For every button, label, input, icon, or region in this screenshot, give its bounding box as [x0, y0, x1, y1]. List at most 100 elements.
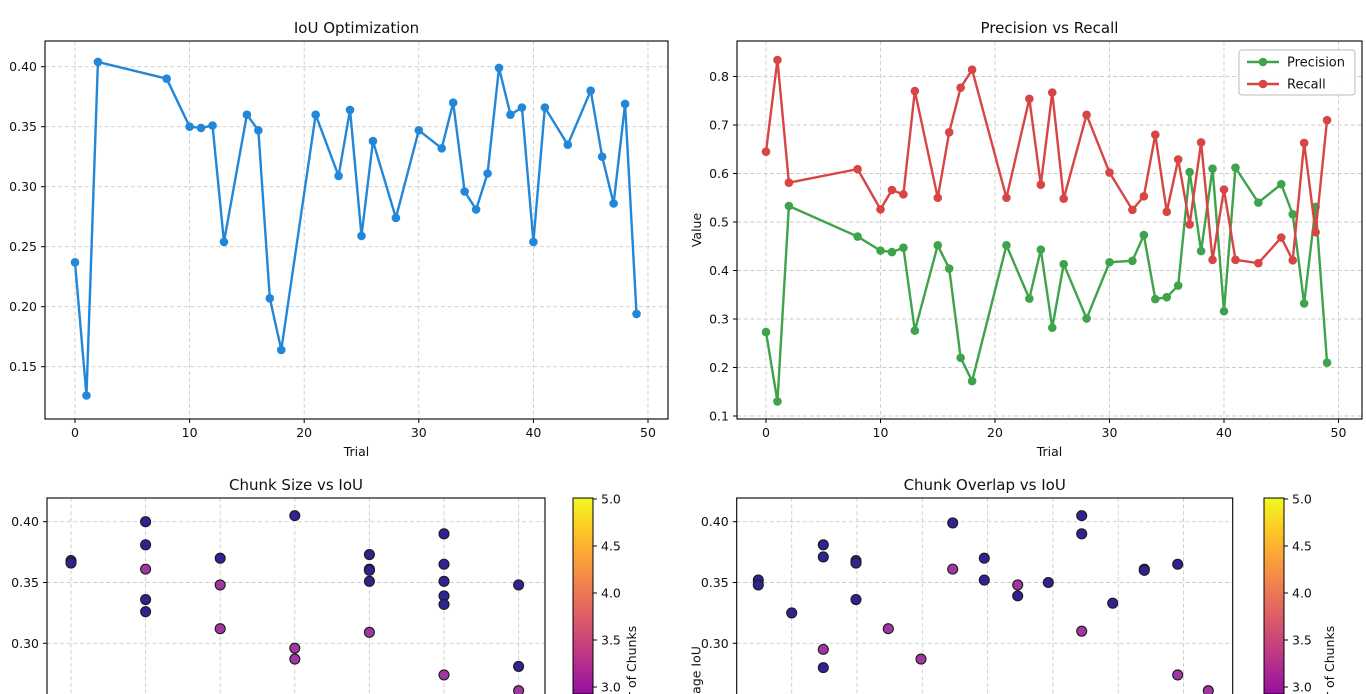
data-point	[82, 391, 91, 400]
data-point	[887, 185, 897, 195]
data-point	[93, 57, 103, 67]
colorbar-gradient	[572, 497, 594, 694]
data-point	[438, 598, 450, 610]
data-point	[956, 353, 965, 363]
data-point	[1047, 88, 1057, 97]
data-point	[817, 643, 829, 655]
data-point	[1172, 669, 1184, 681]
data-point	[368, 136, 378, 146]
data-point	[1196, 138, 1206, 147]
tick-labels: 0 10 20 30 40 50 0.8 0.7 0.6 0.5 0.4 0.3 0.2 0.1	[709, 69, 1346, 440]
x-tick-label: 40	[1216, 425, 1232, 440]
colorbar-label: Number of Chunks	[624, 626, 639, 694]
data-point	[1076, 510, 1088, 522]
data-point	[529, 237, 538, 247]
data-point	[414, 126, 424, 135]
data-point	[196, 123, 206, 133]
x-tick-label: 50	[640, 425, 656, 440]
data-point	[345, 105, 355, 115]
data-point	[786, 607, 798, 619]
data-point	[1151, 130, 1160, 139]
data-point	[910, 86, 920, 96]
data-point	[1139, 191, 1149, 201]
axes-spines	[46, 497, 546, 694]
data-point	[1107, 597, 1119, 609]
data-point	[289, 653, 301, 665]
data-point	[1231, 255, 1240, 265]
axes-spines	[44, 40, 669, 420]
x-tick-label: 10	[182, 425, 198, 440]
y-tick-label: 0.40	[11, 514, 39, 529]
data-point	[933, 193, 943, 203]
data-point	[242, 110, 252, 119]
data-point	[438, 558, 450, 570]
data-point	[1002, 240, 1011, 250]
data-point	[214, 552, 226, 564]
y-tick-label: 0.30	[9, 179, 37, 194]
iou-optimization-plot: 0 10 20 30 40 50 0.40 0.35 0.30 0.25 0.20 0.15 IoU O…	[9, 19, 669, 459]
data-point	[609, 199, 618, 208]
colorbar-tick-label: 4.5	[1292, 539, 1312, 554]
data-point	[1105, 257, 1114, 267]
data-point	[334, 171, 343, 181]
x-tick-label: 20	[987, 425, 1003, 440]
data-point	[784, 201, 794, 211]
y-tick-label: 0.3	[709, 312, 729, 327]
data-point	[887, 247, 897, 257]
data-point	[438, 575, 450, 587]
data-point	[1254, 258, 1263, 268]
data-point	[899, 190, 908, 199]
data-point	[915, 653, 927, 665]
data-point	[1219, 306, 1229, 316]
chunk-size-iou-points	[65, 510, 525, 694]
data-point	[140, 593, 152, 606]
tick-labels: 0 10 20 30 40 50 0.40 0.35 0.30 0.25 0.20 0.15	[9, 59, 656, 440]
data-point	[1025, 94, 1034, 104]
precision-line	[764, 166, 1329, 403]
data-point	[967, 65, 977, 75]
y-tick-label: 0.7	[709, 118, 729, 133]
data-point	[978, 574, 990, 586]
data-point	[1231, 163, 1240, 172]
data-point	[933, 240, 943, 250]
data-point	[1311, 227, 1320, 237]
chunk-overlap-iou-points	[752, 510, 1214, 694]
legend: Precision Recall	[1238, 49, 1356, 96]
y-tick-label: 0.5	[709, 215, 729, 230]
data-point	[1322, 358, 1332, 367]
iou-line	[73, 60, 638, 397]
recall-markers	[761, 55, 1332, 268]
data-point	[1299, 299, 1309, 308]
grid	[736, 498, 1233, 694]
data-point	[761, 147, 771, 156]
data-point	[1059, 194, 1068, 204]
colorbar-tick-label: 3.5	[1292, 633, 1312, 648]
y-tick-label: 0.35	[701, 575, 729, 590]
data-point	[1105, 168, 1114, 177]
axes-spines	[736, 497, 1234, 694]
data-point	[1059, 259, 1068, 269]
data-point	[1076, 625, 1088, 637]
y-tick-label: 0.35	[11, 575, 39, 590]
data-point	[289, 510, 301, 522]
data-point	[162, 74, 171, 83]
y-tick-label: 0.25	[9, 239, 37, 254]
data-point	[448, 98, 458, 107]
data-point	[506, 110, 515, 119]
x-tick-label: 0	[71, 425, 79, 440]
data-point	[483, 169, 492, 178]
x-axis-label: Trial	[1036, 444, 1063, 459]
data-point	[1012, 579, 1024, 591]
data-point	[563, 140, 573, 149]
data-point	[773, 397, 782, 406]
colorbar-label: Number of Chunks	[1322, 626, 1337, 694]
data-point	[882, 623, 894, 635]
data-point	[1196, 246, 1206, 256]
data-point	[853, 164, 862, 174]
data-point	[761, 327, 771, 337]
data-point	[632, 309, 641, 319]
data-point	[752, 579, 764, 591]
data-point	[1047, 323, 1057, 333]
data-point	[140, 563, 152, 575]
data-point	[1288, 256, 1297, 265]
